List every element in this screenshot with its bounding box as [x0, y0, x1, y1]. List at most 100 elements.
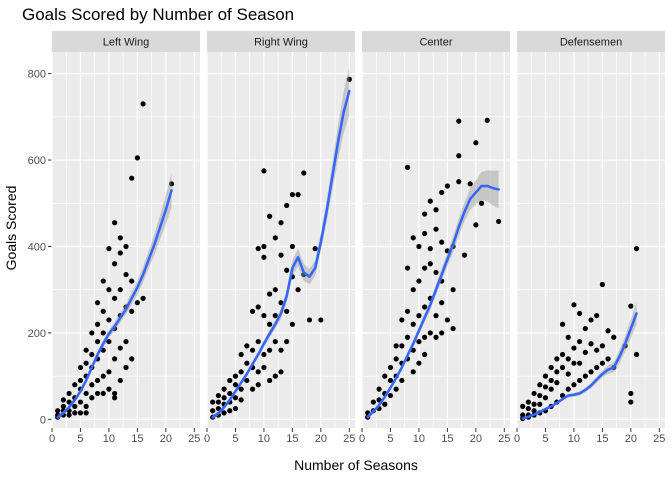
data-point: [221, 395, 226, 400]
data-point: [66, 412, 71, 417]
data-point: [554, 356, 559, 361]
data-point: [399, 378, 404, 383]
data-point: [549, 387, 554, 392]
x-tick-label: 5: [387, 433, 393, 445]
data-point: [594, 348, 599, 353]
data-point: [473, 222, 478, 227]
data-point: [411, 322, 416, 327]
data-point: [118, 287, 123, 292]
y-axis-title: Goals Scored: [3, 186, 19, 271]
data-point: [278, 220, 283, 225]
x-tick-label: 0: [49, 433, 55, 445]
data-point: [422, 265, 427, 270]
data-point: [295, 287, 300, 292]
data-point: [537, 402, 542, 407]
data-point: [112, 296, 117, 301]
data-point: [284, 203, 289, 208]
data-point: [405, 335, 410, 340]
x-tick-label: 0: [204, 433, 210, 445]
data-point: [577, 339, 582, 344]
data-point: [267, 322, 272, 327]
data-point: [290, 322, 295, 327]
data-point: [433, 270, 438, 275]
data-point: [566, 356, 571, 361]
x-tick-label: 15: [596, 433, 608, 445]
data-point: [284, 309, 289, 314]
data-point: [445, 317, 450, 322]
data-point: [479, 201, 484, 206]
data-point: [600, 282, 605, 287]
data-point: [106, 287, 111, 292]
data-point: [261, 352, 266, 357]
x-tick-label: 25: [343, 433, 355, 445]
x-tick-label: 25: [498, 433, 510, 445]
data-point: [261, 244, 266, 249]
y-tick-label: 0: [40, 414, 46, 426]
data-point: [611, 335, 616, 340]
data-point: [256, 304, 261, 309]
data-point: [537, 382, 542, 387]
data-point: [273, 235, 278, 240]
data-point: [588, 317, 593, 322]
data-point: [118, 378, 123, 383]
data-point: [227, 378, 232, 383]
data-point: [313, 246, 318, 251]
data-point: [388, 393, 393, 398]
data-point: [123, 272, 128, 277]
data-point: [72, 410, 77, 415]
data-point: [273, 374, 278, 379]
data-point: [101, 309, 106, 314]
data-point: [123, 365, 128, 370]
data-point: [628, 399, 633, 404]
data-point: [278, 253, 283, 258]
x-tick-label: 15: [131, 433, 143, 445]
data-point: [433, 335, 438, 340]
data-point: [250, 348, 255, 353]
data-point: [433, 207, 438, 212]
data-point: [129, 176, 134, 181]
data-point: [101, 278, 106, 283]
data-point: [129, 356, 134, 361]
data-point: [267, 214, 272, 219]
data-point: [307, 317, 312, 322]
data-point: [445, 183, 450, 188]
data-point: [106, 387, 111, 392]
data-point: [428, 261, 433, 266]
data-point: [537, 393, 542, 398]
data-point: [416, 339, 421, 344]
data-point: [422, 304, 427, 309]
data-point: [140, 101, 145, 106]
panel-right-wing: Right Wing0 5 10 15 20 25: [204, 31, 355, 445]
data-point: [399, 343, 404, 348]
facet-strip-label: Left Wing: [103, 37, 149, 49]
data-point: [416, 244, 421, 249]
data-point: [89, 395, 94, 400]
data-point: [84, 348, 89, 353]
x-tick-label: 10: [413, 433, 425, 445]
data-point: [95, 300, 100, 305]
data-point: [583, 374, 588, 379]
data-point: [600, 361, 605, 366]
data-point: [301, 170, 306, 175]
data-point: [290, 192, 295, 197]
data-point: [78, 378, 83, 383]
x-tick-label: 0: [514, 433, 520, 445]
panel-background: [362, 52, 510, 428]
data-point: [239, 369, 244, 374]
data-point: [106, 317, 111, 322]
x-tick-label: 25: [188, 433, 200, 445]
data-point: [256, 382, 261, 387]
data-point: [250, 387, 255, 392]
data-point: [106, 369, 111, 374]
panel-center: Center0 5 10 15 20 25: [359, 31, 510, 445]
y-tick-label: 200: [28, 328, 46, 340]
data-point: [485, 118, 490, 123]
data-point: [577, 378, 582, 383]
x-tick-label: 10: [258, 433, 270, 445]
data-point: [256, 369, 261, 374]
data-point: [394, 343, 399, 348]
data-point: [560, 365, 565, 370]
data-point: [600, 343, 605, 348]
data-point: [566, 387, 571, 392]
data-point: [66, 391, 71, 396]
